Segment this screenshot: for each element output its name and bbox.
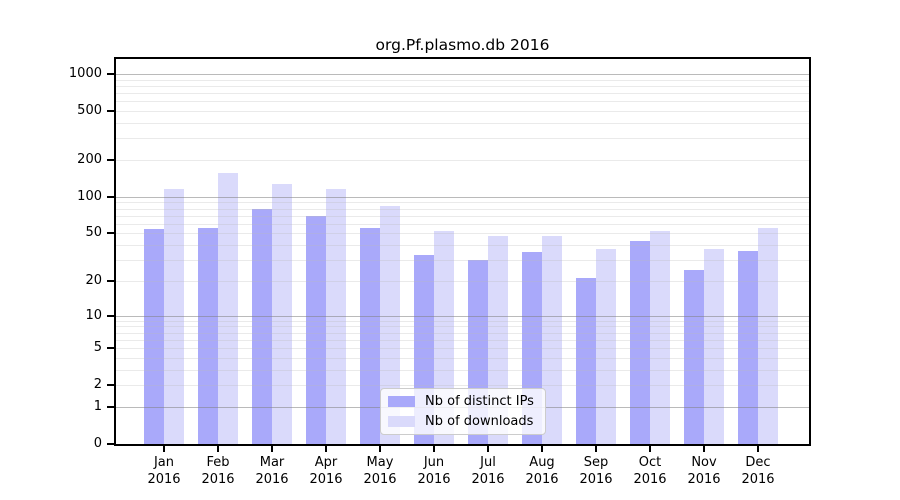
- legend-swatch-downloads: [388, 416, 415, 427]
- y-tick-2: [107, 384, 114, 387]
- bar-downloads-may: [380, 206, 400, 444]
- legend-label: Nb of distinct IPs: [425, 394, 534, 409]
- chart-title: org.Pf.plasmo.db 2016: [375, 36, 550, 54]
- x-tick-label-jun: Jun 2016: [417, 455, 451, 487]
- y-tick-50: [107, 232, 114, 235]
- y-tick-label-0: 0: [93, 436, 102, 451]
- plot-area: [114, 57, 811, 446]
- x-tick-jun: [433, 446, 435, 452]
- y-tick-label-500: 500: [77, 103, 102, 119]
- x-tick-jan: [163, 446, 165, 452]
- x-tick-may: [379, 446, 381, 452]
- bar-distinct-ips-may: [360, 228, 380, 444]
- x-tick-nov: [703, 446, 705, 452]
- y-tick-label-1000: 1000: [68, 66, 102, 82]
- y-tick-label-20: 20: [85, 272, 102, 288]
- legend-item-downloads: Nb of downloads: [381, 413, 545, 430]
- x-tick-apr: [325, 446, 327, 452]
- x-tick-label-sep: Sep 2016: [579, 455, 613, 487]
- y-tick-10: [107, 314, 114, 317]
- legend: Nb of distinct IPs Nb of downloads: [380, 388, 546, 435]
- y-tick-500: [107, 110, 114, 113]
- x-tick-label-oct: Oct 2016: [633, 455, 667, 487]
- x-tick-label-jul: Jul 2016: [471, 455, 505, 487]
- y-tick-label-100: 100: [77, 188, 102, 204]
- y-tick-label-50: 50: [85, 225, 102, 241]
- y-tick-1: [107, 405, 114, 408]
- x-tick-oct: [649, 446, 651, 452]
- x-tick-label-dec: Dec 2016: [741, 455, 775, 487]
- bar-downloads-dec: [758, 228, 778, 444]
- x-tick-aug: [541, 446, 543, 452]
- legend-item-distinct-ips: Nb of distinct IPs: [381, 393, 545, 410]
- x-tick-sep: [595, 446, 597, 452]
- bar-downloads-feb: [218, 173, 238, 444]
- y-tick-label-10: 10: [85, 307, 102, 323]
- y-tick-0: [107, 443, 114, 445]
- bar-distinct-ips-sep: [576, 278, 596, 444]
- bar-distinct-ips-apr: [306, 215, 326, 444]
- x-tick-label-nov: Nov 2016: [687, 455, 721, 487]
- x-tick-jul: [487, 446, 489, 452]
- x-tick-label-apr: Apr 2016: [309, 455, 343, 487]
- bar-downloads-sep: [596, 249, 616, 444]
- legend-label: Nb of downloads: [425, 414, 534, 429]
- y-tick-1000: [107, 73, 114, 76]
- y-tick-label-1: 1: [93, 398, 102, 414]
- bar-downloads-mar: [272, 184, 292, 444]
- x-tick-feb: [217, 446, 219, 452]
- x-tick-label-mar: Mar 2016: [255, 455, 289, 487]
- bar-distinct-ips-dec: [738, 250, 758, 444]
- bars-layer: [116, 59, 809, 444]
- y-tick-200: [107, 159, 114, 162]
- x-tick-dec: [757, 446, 759, 452]
- x-tick-label-aug: Aug 2016: [525, 455, 559, 487]
- legend-swatch-distinct-ips: [388, 396, 415, 407]
- y-tick-label-5: 5: [93, 340, 102, 356]
- x-tick-mar: [271, 446, 273, 452]
- bar-distinct-ips-oct: [630, 241, 650, 444]
- bar-distinct-ips-feb: [198, 227, 218, 444]
- x-tick-label-feb: Feb 2016: [201, 455, 235, 487]
- bar-downloads-apr: [326, 188, 346, 444]
- y-tick-5: [107, 347, 114, 350]
- x-tick-label-jan: Jan 2016: [147, 455, 181, 487]
- y-tick-label-2: 2: [93, 377, 102, 393]
- bar-distinct-ips-mar: [252, 208, 272, 444]
- y-tick-20: [107, 279, 114, 282]
- y-tick-label-200: 200: [77, 152, 102, 168]
- bar-downloads-oct: [650, 231, 670, 444]
- bar-downloads-nov: [704, 249, 724, 444]
- bar-downloads-jan: [164, 188, 184, 444]
- bar-distinct-ips-nov: [684, 269, 704, 444]
- x-tick-label-may: May 2016: [363, 455, 397, 487]
- bar-downloads-aug: [542, 235, 562, 444]
- bar-distinct-ips-jan: [144, 229, 164, 444]
- y-tick-100: [107, 195, 114, 198]
